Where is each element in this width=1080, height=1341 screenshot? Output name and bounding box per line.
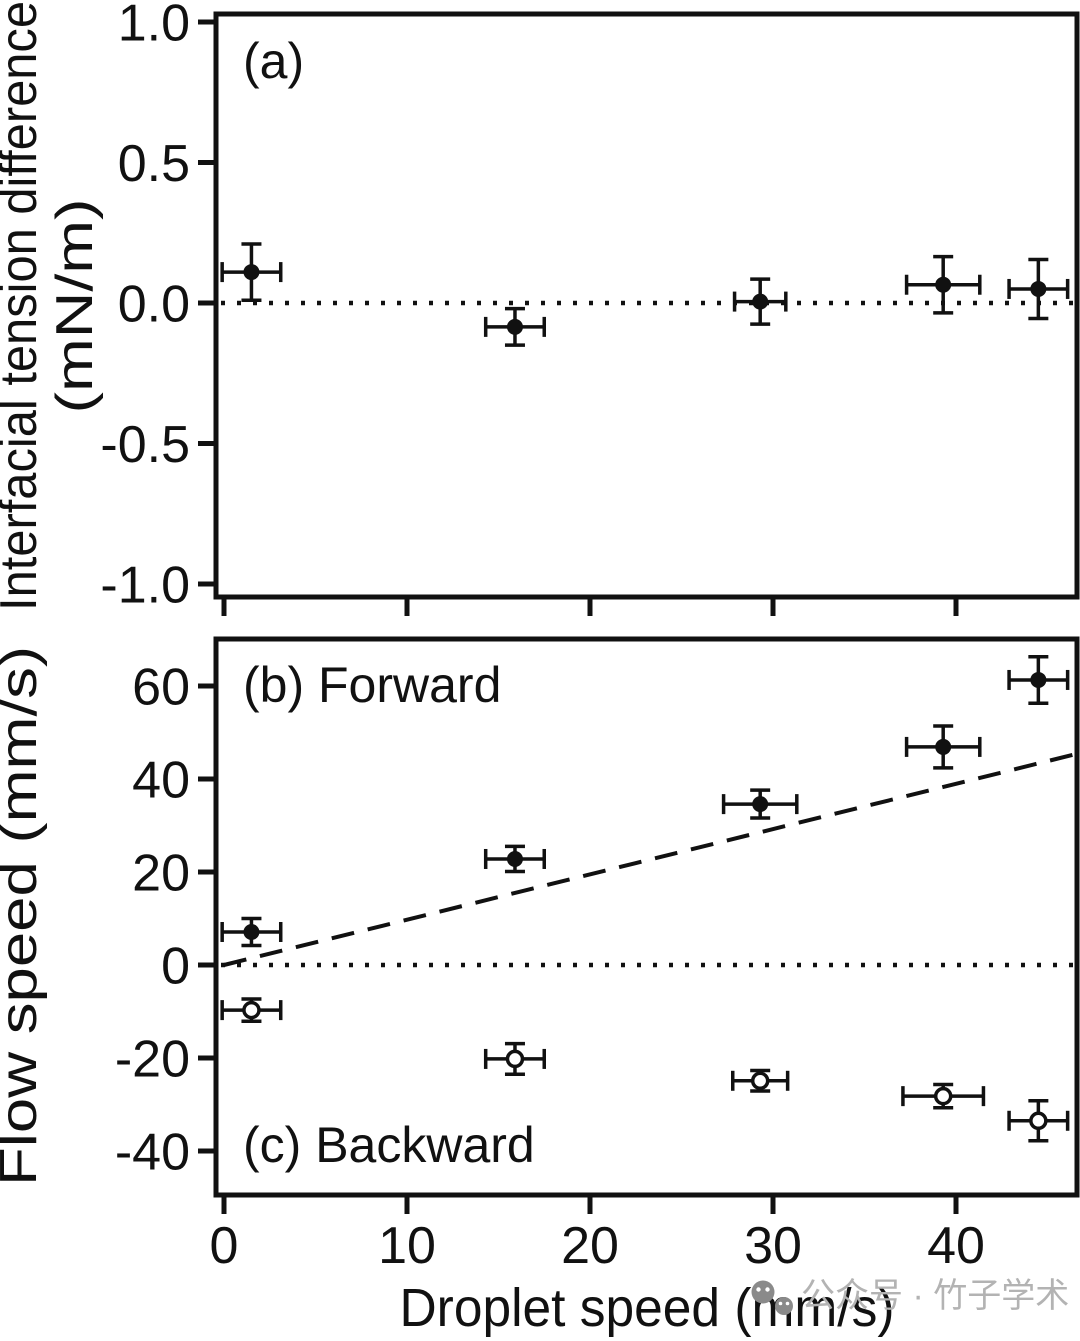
panel-frame xyxy=(213,636,1080,1198)
data-point-filled xyxy=(935,738,952,755)
x-axis-title: Droplet speed (mm/s) xyxy=(400,1278,895,1338)
watermark-text: 公众号 · 竹子学术 xyxy=(801,1277,1069,1315)
y-axis-title-b: Flow speed (mm/s) xyxy=(0,646,48,1186)
data-point-open xyxy=(1029,1111,1048,1131)
y-axis-title-a-line2: (mN/m) xyxy=(46,199,104,414)
x-axis-tick-label: 0 xyxy=(210,1217,239,1275)
data-point-filled xyxy=(1030,280,1047,297)
x-axis-tick-label: 10 xyxy=(378,1217,436,1275)
data-point-filled xyxy=(935,276,952,293)
y-axis-tick-label: -1.0 xyxy=(100,557,190,615)
panel-c-label: (c) Backward xyxy=(243,1117,535,1173)
y-axis-title-a-line1: Interfacial tension difference xyxy=(0,1,48,611)
data-point-filled xyxy=(243,923,260,940)
data-point-filled xyxy=(506,318,523,335)
y-axis-tick-label: 20 xyxy=(132,845,190,903)
series-interfacial-tension-difference xyxy=(220,242,1070,347)
y-axis-tick-label: 1.0 xyxy=(118,0,190,53)
data-point-filled xyxy=(752,796,769,813)
chart-panels: 1.0 0.5 0.0 -0.5 -1.0 60 40 20 0 -20 -40 0 10 20 30 40 xyxy=(100,0,1080,1275)
y-axis-tick-label: -40 xyxy=(115,1124,190,1182)
data-point-filled xyxy=(506,850,523,867)
series-forward-flow-speed xyxy=(220,654,1070,948)
panel-panel_bc: 60 40 20 0 -20 -40 0 10 20 30 40 xyxy=(115,636,1080,1275)
data-point-filled xyxy=(243,264,260,281)
trend-dashed-line xyxy=(223,751,1078,967)
wechat-logo-icon xyxy=(751,1280,793,1315)
y-axis-tick-label: 0.5 xyxy=(118,135,190,193)
data-point-open xyxy=(933,1086,953,1106)
y-axis-tick-label: -0.5 xyxy=(100,416,190,474)
watermark: 公众号 · 竹子学术 xyxy=(751,1277,1069,1315)
y-axis-tick-label: -20 xyxy=(115,1031,190,1089)
panel-panel_a: 1.0 0.5 0.0 -0.5 -1.0 xyxy=(100,0,1080,616)
panel-b-label: (b) Forward xyxy=(243,657,501,713)
y-axis-tick-label: 0 xyxy=(161,938,190,996)
x-axis-tick-label: 30 xyxy=(744,1217,802,1275)
y-axis-tick-label: 0.0 xyxy=(118,276,190,334)
y-axis-tick-label: 40 xyxy=(132,752,190,810)
data-point-open xyxy=(750,1071,770,1091)
data-point-open xyxy=(242,1000,261,1020)
data-point-filled xyxy=(1030,671,1047,688)
panel-a-label: (a) xyxy=(243,33,304,89)
data-point-open xyxy=(505,1049,525,1069)
x-axis-tick-label: 40 xyxy=(927,1217,985,1275)
y-axis-tick-label: 60 xyxy=(132,659,190,717)
panel-frame xyxy=(213,11,1080,600)
series-backward-flow-speed xyxy=(220,997,1070,1143)
data-point-filled xyxy=(752,293,769,310)
x-axis-tick-label: 20 xyxy=(561,1217,619,1275)
